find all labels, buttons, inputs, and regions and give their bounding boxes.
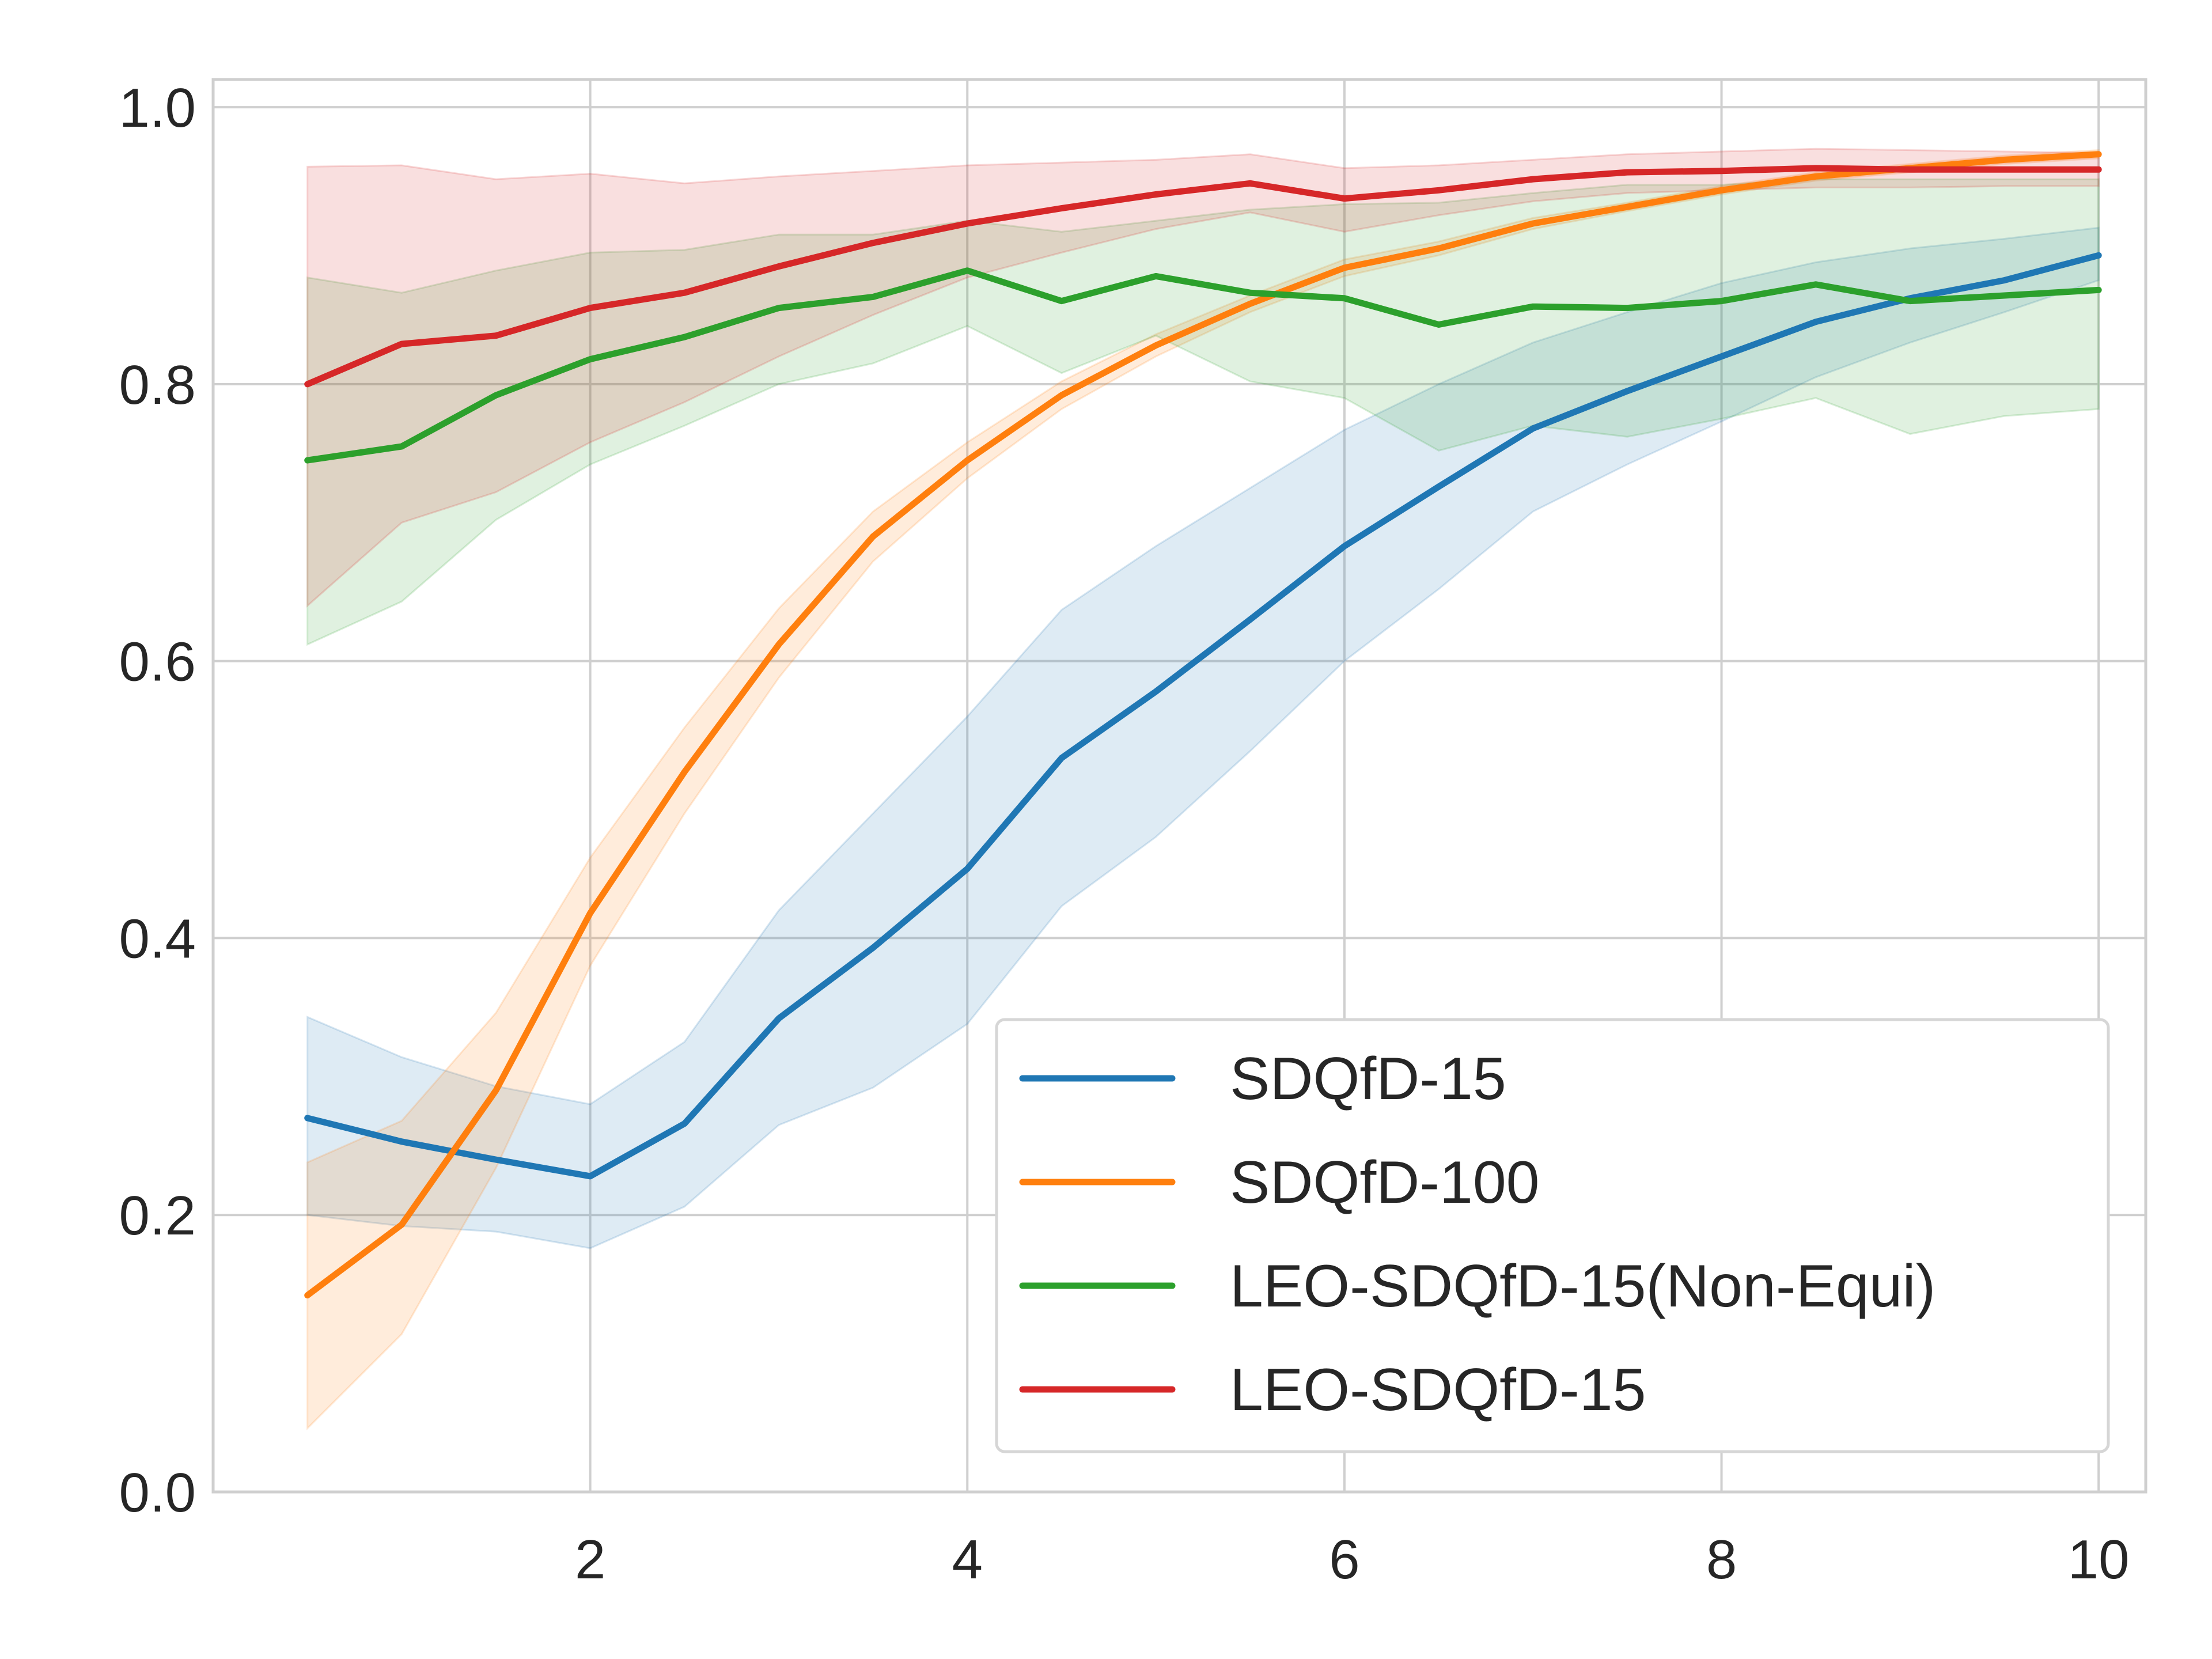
legend-label-1: SDQfD-100 xyxy=(1230,1149,1540,1216)
x-tick-label: 6 xyxy=(1329,1529,1359,1590)
y-tick-label: 0.0 xyxy=(119,1462,196,1524)
band-series-0 xyxy=(306,226,2100,1249)
y-tick-label: 0.6 xyxy=(119,631,196,693)
series-lines xyxy=(304,151,2102,1299)
legend-label-0: SDQfD-15 xyxy=(1230,1046,1506,1112)
y-tick-label: 0.2 xyxy=(119,1185,196,1247)
legend-label-2: LEO-SDQfD-15(Non-Equi) xyxy=(1230,1253,1936,1320)
series-line-0 xyxy=(304,252,2102,1180)
y-tick-label: 1.0 xyxy=(119,77,196,139)
legend: SDQfD-15 SDQfD-100 LEO-SDQfD-15(Non-Equi) L… xyxy=(995,1018,2110,1453)
series-line-3 xyxy=(304,165,2102,388)
series-line-2 xyxy=(304,267,2102,464)
x-axis-ticks: 2 4 6 8 10 xyxy=(575,1529,2130,1590)
x-tick-label: 2 xyxy=(575,1529,605,1590)
band-series-3 xyxy=(306,147,2100,608)
grid xyxy=(213,79,2146,1493)
y-tick-label: 0.4 xyxy=(119,908,196,969)
y-axis-ticks: 0.0 0.2 0.4 0.6 0.8 1.0 xyxy=(119,77,196,1524)
confidence-bands xyxy=(306,147,2100,1431)
x-tick-label: 10 xyxy=(2068,1529,2130,1590)
legend-label-3: LEO-SDQfD-15 xyxy=(1230,1357,1646,1423)
x-tick-label: 8 xyxy=(1706,1529,1737,1590)
band-series-2 xyxy=(306,178,2100,646)
axes-frame xyxy=(211,78,2147,1494)
band-series-1 xyxy=(306,149,2100,1431)
legend-box xyxy=(995,1018,2110,1453)
y-tick-label: 0.8 xyxy=(119,354,196,416)
x-tick-label: 4 xyxy=(952,1529,983,1590)
series-line-1 xyxy=(304,151,2102,1299)
